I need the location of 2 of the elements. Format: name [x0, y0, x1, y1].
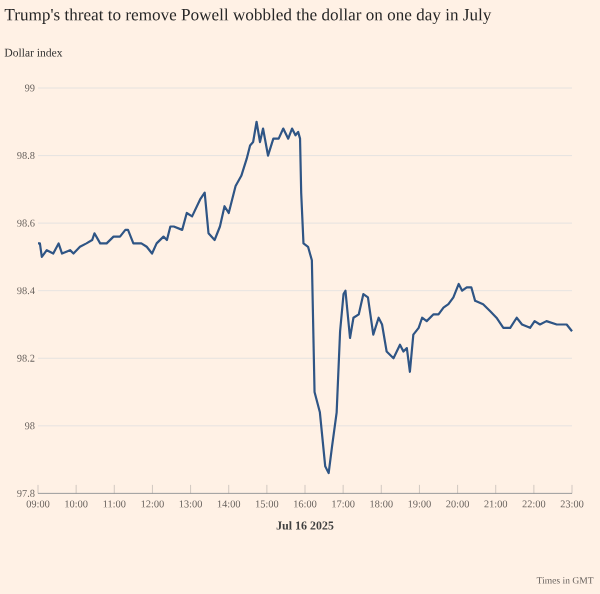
chart-title: Trump's threat to remove Powell wobbled the dollar on one day in July — [4, 8, 492, 24]
line-series — [36, 120, 574, 475]
